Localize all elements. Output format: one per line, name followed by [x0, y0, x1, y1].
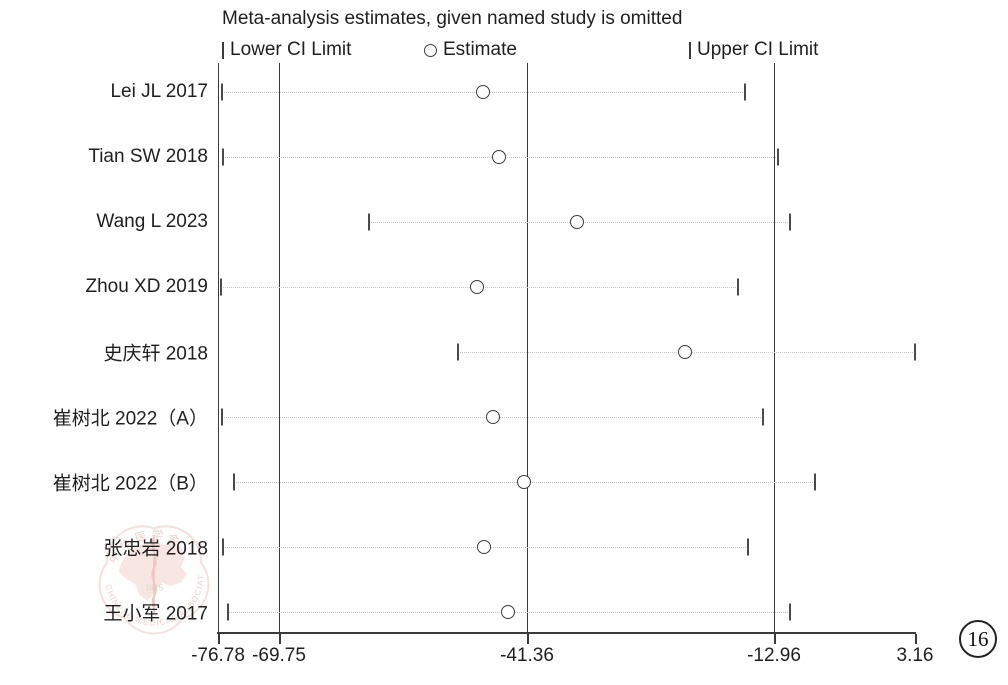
estimate-marker — [516, 475, 531, 489]
chinese-medical-association-watermark-logo: CHINESE MEDICAL ASSOCIATION 中华医学会 1915 — [90, 514, 210, 635]
blossom-outline-icon — [98, 525, 210, 635]
study-label: 王小军 2017 — [103, 603, 208, 625]
legend-lower-ci: Lower CI Limit — [222, 39, 351, 61]
x-axis-tick-label: 3.16 — [896, 645, 934, 666]
estimate-marker — [501, 605, 516, 619]
legend-estimate-label: Estimate — [443, 39, 517, 60]
x-axis-tick — [279, 634, 281, 644]
watermark-year-text: 1915 — [145, 583, 164, 592]
serpent-staff-icon — [151, 534, 157, 614]
upper-ci-tick — [788, 603, 791, 621]
upper-ci-tick — [761, 408, 764, 426]
estimate-marker — [486, 410, 501, 424]
upper-ci-tick — [744, 83, 747, 101]
estimate-marker — [469, 280, 484, 294]
study-label: Zhou XD 2019 — [85, 276, 208, 297]
lower-ci-tick — [233, 473, 236, 491]
upper-ci-tick — [788, 213, 791, 231]
upper-ci-tick-icon — [689, 41, 691, 59]
x-axis-tick — [527, 634, 529, 644]
figure-number: 16 — [967, 626, 989, 651]
lower-ci-tick — [227, 603, 230, 621]
figure-number-badge: 16 — [959, 620, 997, 658]
estimate-marker — [476, 540, 491, 554]
chart-title: Meta-analysis estimates, given named stu… — [222, 8, 683, 29]
lower-ci-tick — [220, 278, 223, 296]
estimate-marker — [491, 150, 506, 164]
x-axis-tick — [915, 634, 917, 644]
x-axis-tick — [218, 634, 220, 644]
study-label: 张忠岩 2018 — [103, 538, 208, 560]
legend-upper-ci: Upper CI Limit — [689, 39, 818, 61]
x-axis-tick-label: -69.75 — [252, 645, 306, 666]
upper-ci-tick — [776, 148, 779, 166]
estimate-marker — [475, 85, 490, 99]
lower-ci-tick — [222, 148, 225, 166]
study-label: 崔树北 2022（B） — [52, 473, 208, 495]
study-label: Tian SW 2018 — [88, 146, 208, 167]
lower-ci-tick — [221, 408, 224, 426]
study-label: 史庆轩 2018 — [103, 343, 208, 365]
estimate-marker — [678, 345, 693, 359]
upper-ci-tick — [814, 473, 817, 491]
x-axis-tick-label: -12.96 — [747, 645, 801, 666]
estimate-marker — [570, 215, 585, 229]
reference-line — [527, 63, 528, 632]
lower-ci-tick — [367, 213, 370, 231]
lower-ci-tick — [222, 538, 225, 556]
plot-left-boundary-line — [218, 63, 219, 632]
upper-ci-tick — [737, 278, 740, 296]
study-label: 崔树北 2022（A） — [52, 408, 208, 430]
lower-ci-tick-icon — [222, 41, 224, 59]
estimate-circle-icon — [424, 43, 437, 57]
upper-ci-tick — [914, 343, 916, 361]
legend-lower-ci-label: Lower CI Limit — [230, 39, 352, 60]
lower-ci-tick — [456, 343, 459, 361]
study-label: Wang L 2023 — [96, 211, 208, 232]
legend-estimate: Estimate — [424, 39, 517, 61]
lower-ci-tick — [221, 83, 224, 101]
x-axis-line — [217, 632, 916, 634]
legend-upper-ci-label: Upper CI Limit — [697, 39, 819, 60]
x-axis-tick-label: -76.78 — [191, 645, 245, 666]
study-label: Lei JL 2017 — [110, 81, 208, 102]
x-axis-tick — [774, 634, 776, 644]
reference-line — [774, 63, 775, 632]
reference-line — [279, 63, 280, 632]
x-axis-tick-label: -41.36 — [500, 645, 554, 666]
upper-ci-tick — [746, 538, 749, 556]
